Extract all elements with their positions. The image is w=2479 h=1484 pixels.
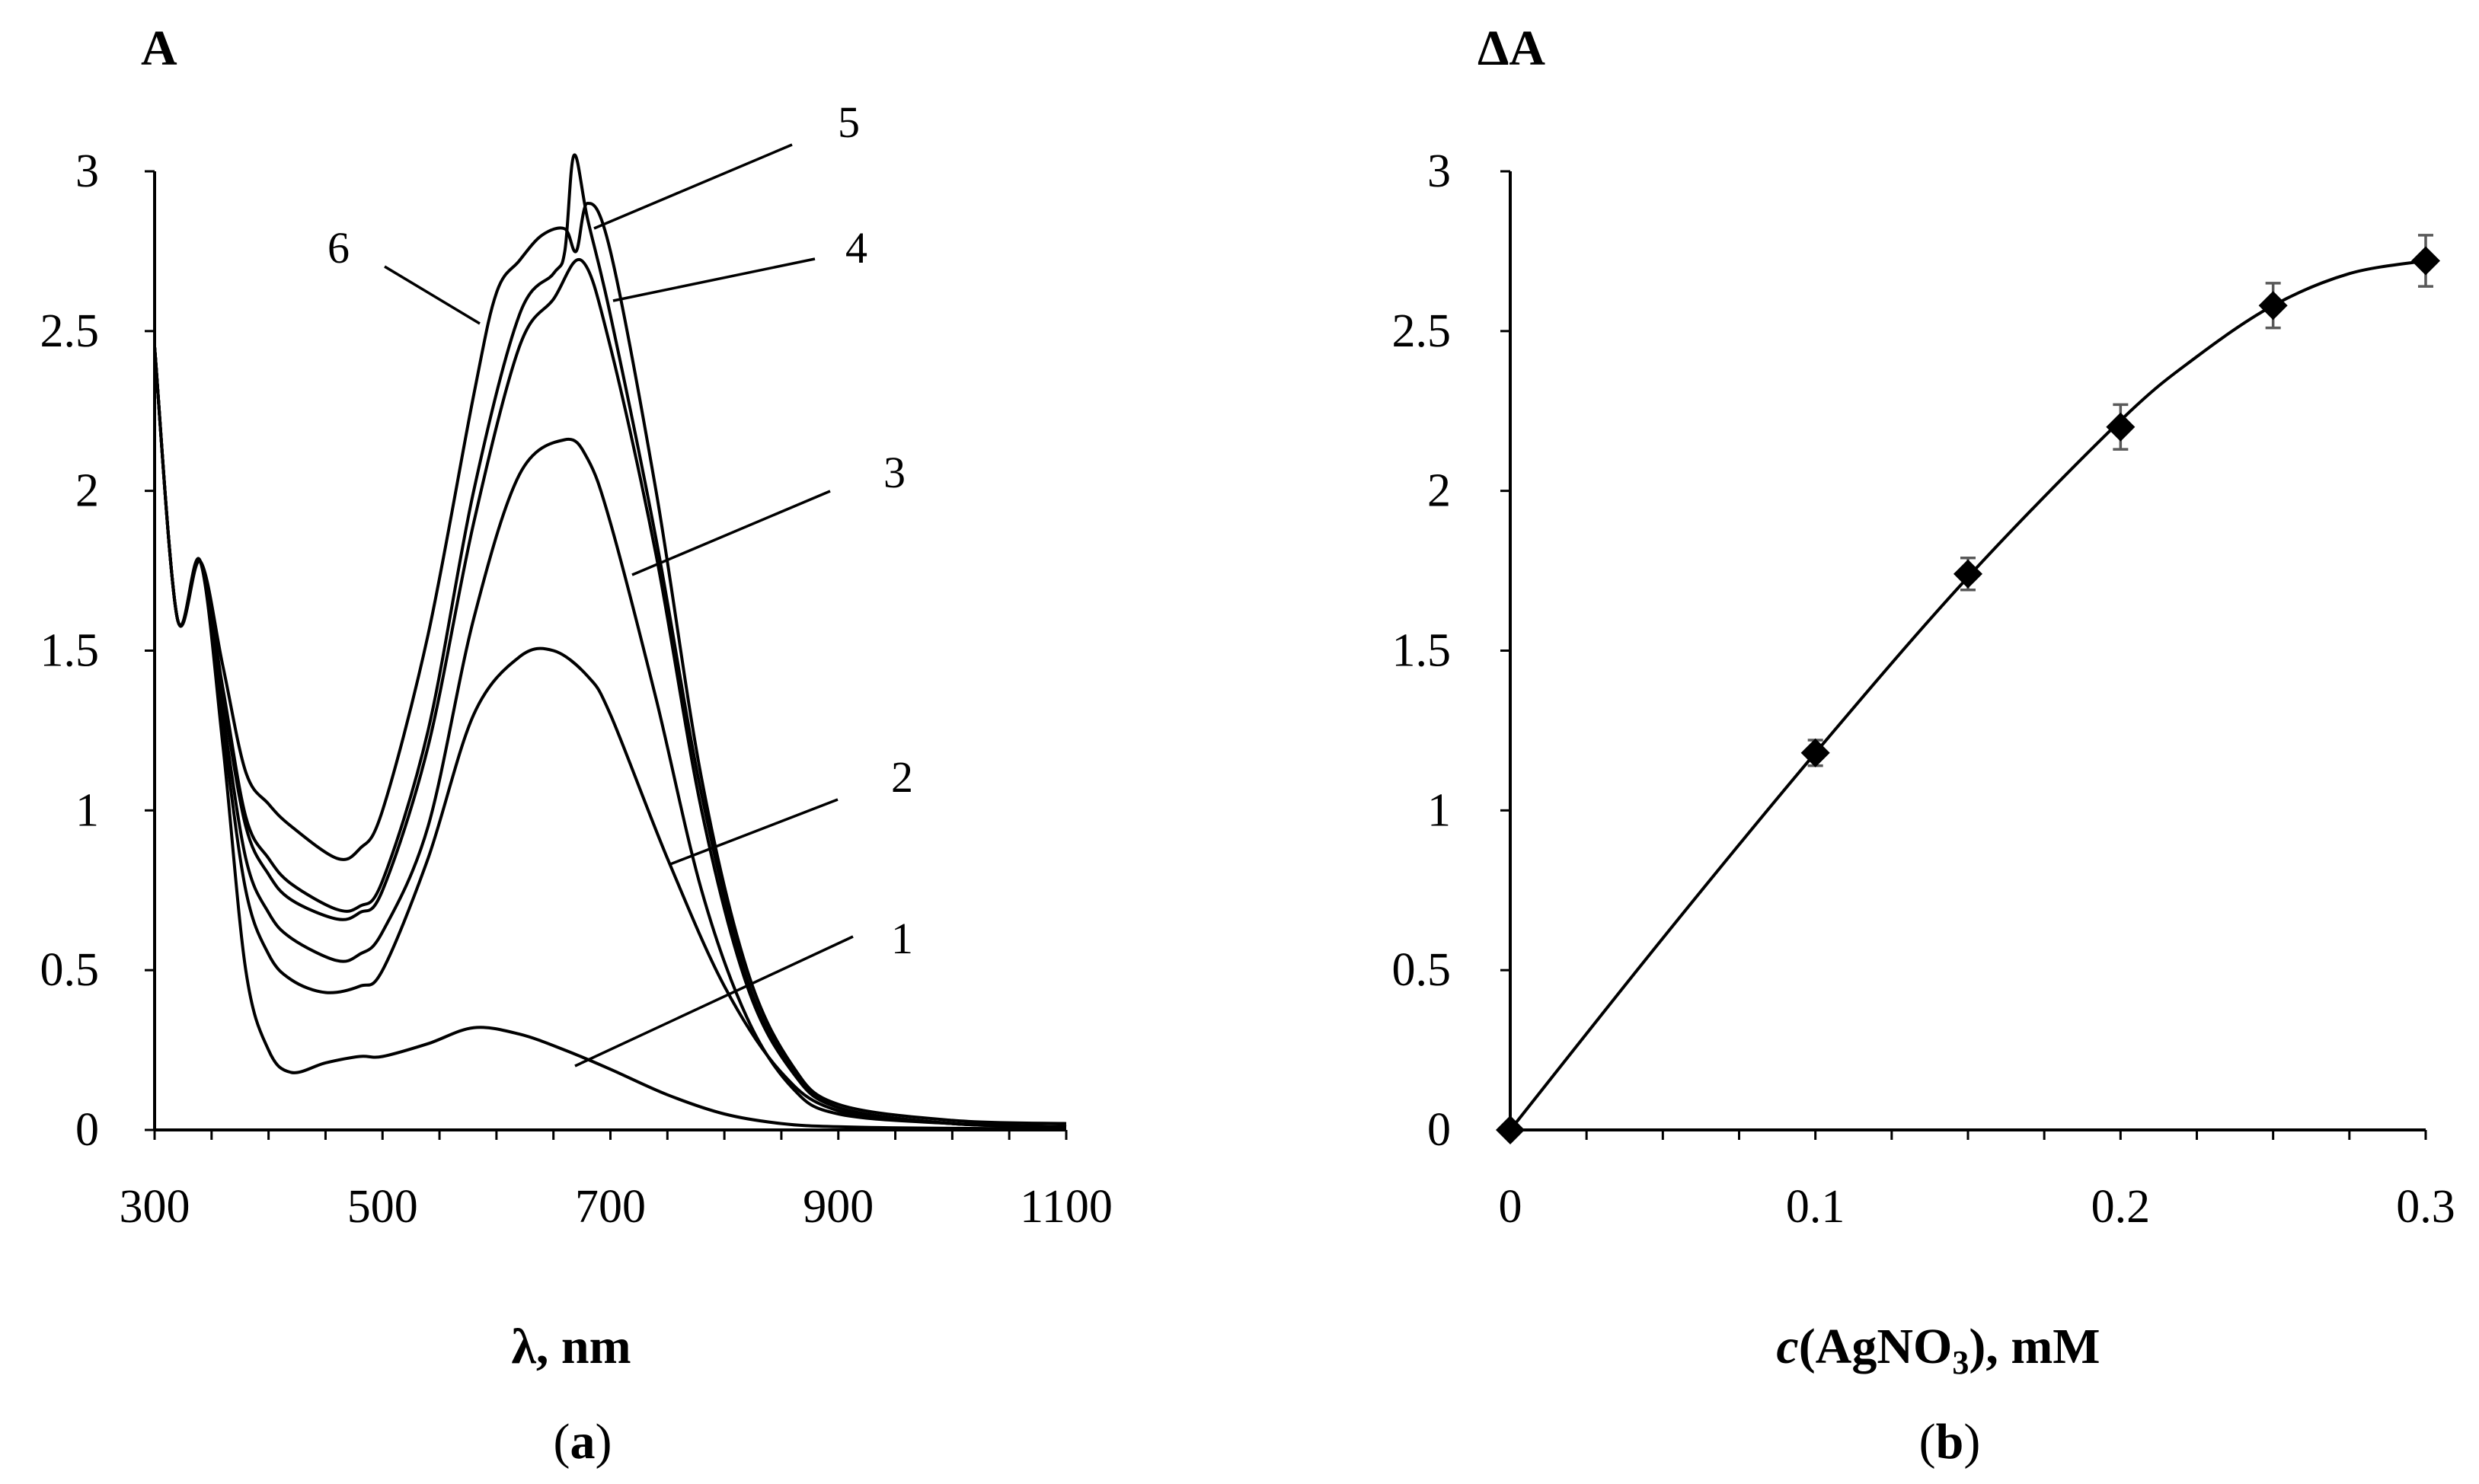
fit-curve: [1509, 259, 2426, 1131]
panel-b-label: (b): [1919, 1414, 1981, 1470]
y-tick-label: 3: [75, 145, 99, 197]
spectrum-curve-5: [153, 153, 1067, 1128]
panel-a-y-ticks: 0 0.5 1 1.5 2 2.5 3: [40, 145, 155, 1156]
panel-a-x-ticks: 300 500 700 900 1100: [120, 1130, 1113, 1233]
curve-5-leader: [593, 143, 793, 230]
panel-a-absorption-spectra: A 0 0.5 1 1.5 2 2.5 3 300 500 700 900 1100 1 2 3 4…: [40, 21, 1113, 1470]
x-tick-label: 0.1: [1786, 1181, 1845, 1233]
y-tick-label: 0: [75, 1104, 99, 1156]
curve-3-label: 3: [883, 448, 906, 497]
y-tick-label: 2.5: [1392, 305, 1452, 357]
x-tick-label: 700: [575, 1181, 646, 1233]
y-tick-label: 1.5: [40, 625, 100, 677]
panel-b-x-ticks: 0 0.1 0.2 0.3: [1499, 1130, 2455, 1233]
panel-b-y-axis-title: ΔA: [1477, 21, 1545, 76]
spectrum-curve-4: [153, 257, 1067, 1128]
y-tick-label: 1.5: [1392, 625, 1452, 677]
data-point-diamond: [1800, 738, 1830, 768]
y-tick-label: 2: [1427, 465, 1451, 517]
panel-b-calibration: ΔA 0 0.5 1 1.5 2 2.5 3 0 0.1 0.2 0.3 c(AgNO3), mM…: [1392, 21, 2455, 1470]
curve-1-label: 1: [891, 914, 913, 963]
y-tick-label: 1: [75, 784, 99, 836]
panel-b-y-ticks: 0 0.5 1 1.5 2 2.5 3: [1392, 145, 1510, 1156]
x-tick-label: 0: [1499, 1181, 1522, 1233]
y-tick-label: 1: [1427, 784, 1451, 836]
y-tick-label: 3: [1427, 145, 1451, 197]
panel-a-label: (a): [554, 1414, 612, 1470]
y-tick-label: 0.5: [1392, 944, 1452, 996]
y-tick-label: 0: [1427, 1104, 1451, 1156]
y-tick-label: 2: [75, 465, 99, 517]
curve-2-leader: [669, 798, 839, 866]
panel-b-data-points: [1496, 234, 2440, 1144]
spectrum-curve-1: [153, 346, 1067, 1131]
panel-b-x-axis-title: c(AgNO3), mM: [1776, 1319, 2100, 1381]
spectrum-curve-6: [153, 202, 1067, 1125]
data-point-diamond: [2258, 291, 2288, 321]
curve-1-leader: [574, 935, 854, 1068]
y-tick-label: 2.5: [40, 305, 100, 357]
curve-6-label: 6: [327, 223, 350, 273]
x-tick-label: 300: [120, 1181, 190, 1233]
x-tick-label: 900: [803, 1181, 874, 1233]
curve-4-leader: [612, 257, 816, 302]
curve-6-leader: [384, 265, 481, 325]
data-point-diamond: [2411, 246, 2440, 276]
data-point-diamond: [1953, 559, 1982, 589]
x-tick-label: 0.2: [2091, 1181, 2151, 1233]
x-tick-label: 500: [347, 1181, 418, 1233]
panel-a-curves: [153, 153, 1067, 1131]
curve-2-label: 2: [891, 752, 913, 802]
spectrum-curve-3: [153, 346, 1067, 1128]
curve-3-leader: [631, 490, 831, 576]
spectrum-curve-2: [153, 346, 1067, 1128]
panel-a-y-axis-title: A: [141, 21, 177, 76]
curve-5-label: 5: [838, 97, 860, 147]
data-point-diamond: [2106, 412, 2136, 442]
x-tick-label: 1100: [1020, 1181, 1113, 1233]
y-tick-label: 0.5: [40, 944, 100, 996]
curve-4-label: 4: [845, 223, 867, 273]
x-tick-label: 0.3: [2396, 1181, 2455, 1233]
panel-a-x-axis-title: λ, nm: [511, 1319, 631, 1374]
